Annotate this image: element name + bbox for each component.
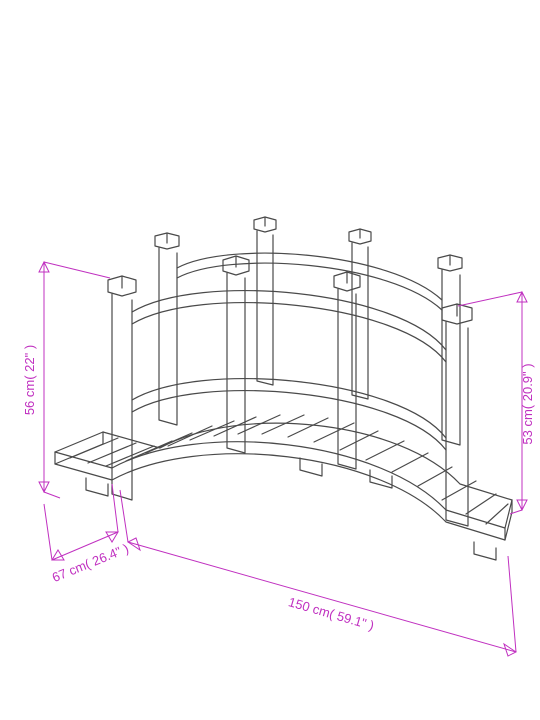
- dimension-labels: 56 cm( 22" ) 53 cm( 20.9" ) 67 cm( 26.4"…: [22, 345, 535, 633]
- label-height-right: 53 cm( 20.9" ): [520, 363, 535, 444]
- label-height-left: 56 cm( 22" ): [22, 345, 37, 415]
- dimension-drawing: 56 cm( 22" ) 53 cm( 20.9" ) 67 cm( 26.4"…: [0, 0, 540, 720]
- label-depth: 67 cm( 26.4" ): [50, 541, 131, 585]
- bridge-illustration: [55, 217, 512, 560]
